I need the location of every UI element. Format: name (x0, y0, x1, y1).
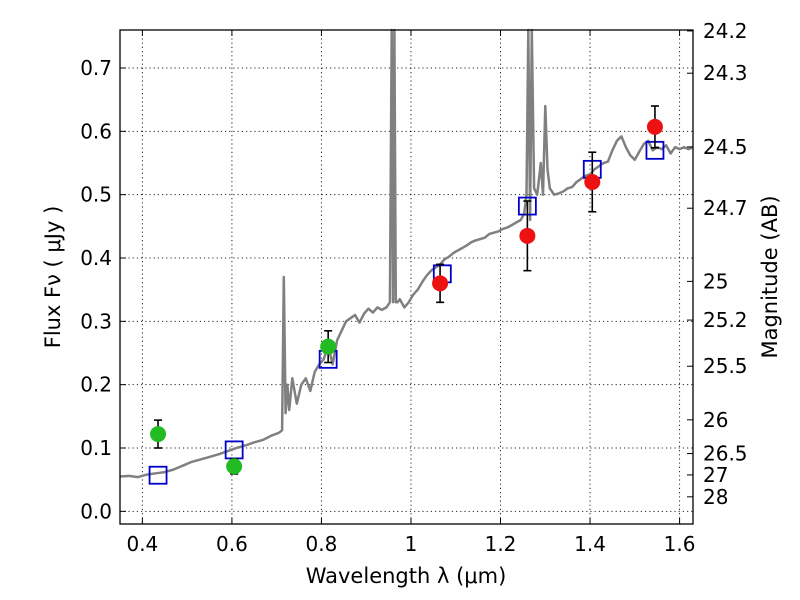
y-tick-label: 0.3 (80, 309, 112, 333)
y-tick-label: 0.6 (80, 119, 112, 143)
x-tick-label: 0.8 (306, 532, 338, 556)
grid-lines (120, 30, 693, 524)
x-tick-label: 1.2 (485, 532, 517, 556)
x-axis-title: Wavelength λ (μm) (306, 564, 507, 588)
mag-tick-label: 28 (703, 485, 728, 509)
mag-tick-label: 24.3 (703, 61, 748, 85)
y-axis-title: Flux Fν ( μJy ) (41, 206, 65, 349)
x-tick-label: 0.6 (216, 532, 248, 556)
mag-tick-label: 26 (703, 408, 728, 432)
mag-tick-label: 24.7 (703, 196, 748, 220)
y-tick-label: 0.4 (80, 246, 112, 270)
observed-point (150, 426, 167, 443)
axis-ticks: 0.4 0.6 0.8 1 1.2 1.4 1.6 0.0 0.1 0.2 0.3 0.4 0.5 0.6… (80, 19, 747, 556)
observed-point (519, 227, 536, 244)
mag-tick-label: 24.2 (703, 19, 748, 43)
model-photometry-square (148, 465, 168, 485)
mag-tick-label: 25.5 (703, 354, 748, 378)
observed-point (432, 275, 449, 292)
observed-point (320, 338, 337, 355)
plot-frame (119, 29, 694, 525)
y-tick-label: 0.0 (80, 499, 112, 523)
mag-tick-label: 25 (703, 269, 728, 293)
observed-point (646, 118, 663, 135)
mag-tick-label: 26.5 (703, 442, 748, 466)
mag-tick-label: 25.2 (703, 308, 748, 332)
observed-point (584, 174, 601, 190)
x-tick-label: 1 (405, 532, 418, 556)
y-tick-label: 0.1 (80, 436, 112, 460)
y-tick-label: 0.5 (80, 183, 112, 207)
x-tick-label: 1.4 (574, 532, 606, 556)
observed-point (226, 458, 243, 475)
mag-tick-label: 24.5 (703, 135, 748, 159)
y-tick-label: 0.2 (80, 373, 112, 397)
y2-axis-title: Magnitude (AB) (758, 195, 782, 358)
mag-tick-label: 27 (703, 463, 728, 487)
plot-area (119, 28, 694, 485)
x-tick-label: 1.6 (664, 532, 696, 556)
x-tick-label: 0.4 (126, 532, 158, 556)
y-tick-label: 0.7 (80, 56, 112, 80)
